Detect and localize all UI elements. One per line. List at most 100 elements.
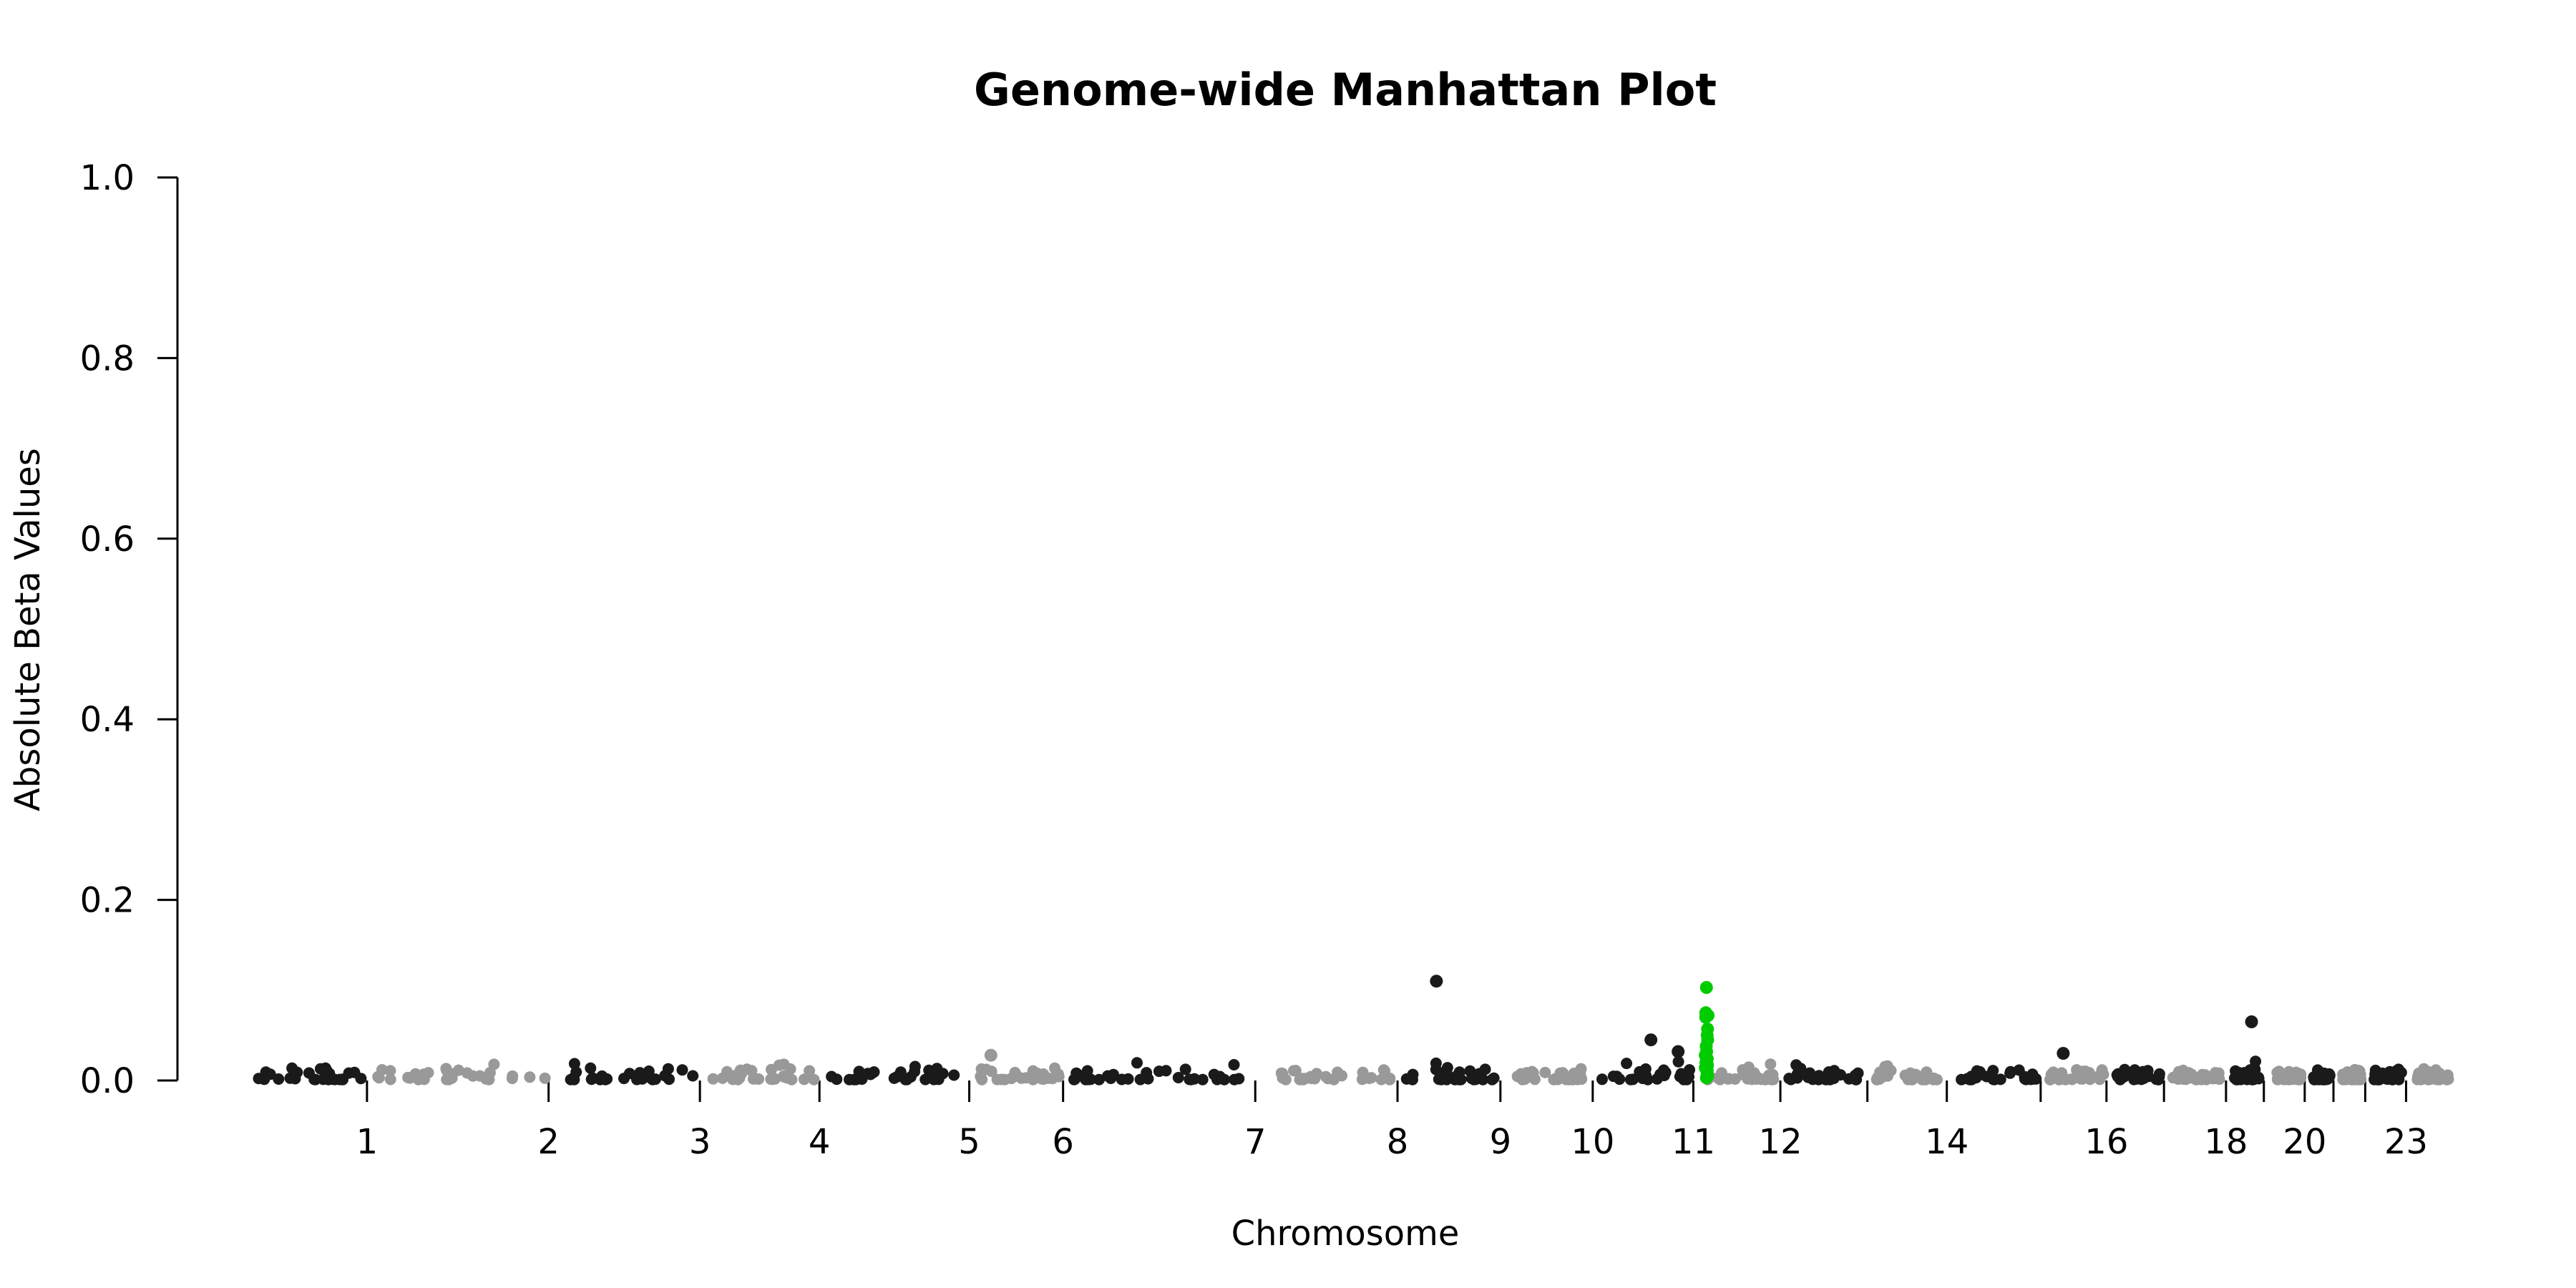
snp-point (1659, 1066, 1672, 1078)
snp-point (798, 1073, 810, 1085)
snp-point (773, 1059, 785, 1071)
y-tick-label: 1.0 (80, 158, 135, 198)
snp-point (1785, 1073, 1797, 1085)
outlier-point (1672, 1045, 1685, 1058)
snp-point (1875, 1071, 1888, 1083)
x-tick-label: 9 (1490, 1122, 1512, 1162)
snp-point (1683, 1070, 1695, 1083)
snp-point (585, 1073, 597, 1085)
snp-point (848, 1073, 860, 1085)
snp-point (1899, 1069, 1911, 1081)
snp-point (975, 1070, 987, 1083)
snp-point (804, 1065, 816, 1077)
snp-point (409, 1068, 421, 1080)
snp-point (1607, 1070, 1619, 1083)
snp-point (650, 1073, 661, 1085)
snp-point (384, 1073, 396, 1085)
y-tick-label: 0.2 (80, 881, 135, 921)
snp-point (507, 1070, 519, 1082)
snp-point (568, 1073, 580, 1085)
snp-point (784, 1063, 796, 1075)
x-tick-label: 5 (958, 1122, 980, 1162)
snp-point (323, 1073, 335, 1085)
y-tick-label: 0.0 (80, 1061, 135, 1101)
highlight-point (1699, 1010, 1712, 1024)
snp-point (1279, 1073, 1292, 1085)
snp-point (2044, 1073, 2056, 1085)
snp-point (1379, 1065, 1391, 1077)
snp-point (1228, 1059, 1240, 1070)
snp-point (985, 1065, 997, 1078)
snp-point (1850, 1073, 1862, 1085)
snp-point (1375, 1073, 1387, 1085)
snp-point (1793, 1065, 1805, 1077)
snp-point (2075, 1066, 2087, 1078)
snp-point (2290, 1066, 2302, 1078)
snp-point (769, 1073, 781, 1085)
snp-point (467, 1070, 479, 1082)
snp-point (568, 1058, 580, 1070)
x-tick-label: 4 (809, 1122, 831, 1162)
snp-point (286, 1062, 298, 1074)
snp-point (488, 1058, 500, 1070)
snp-point (1407, 1068, 1419, 1080)
snp-point (999, 1073, 1011, 1085)
y-axis-label: Absolute Beta Values (8, 448, 48, 811)
snp-point (1049, 1062, 1060, 1074)
snp-point (1068, 1073, 1080, 1085)
snp-point (659, 1070, 671, 1082)
x-tick-label: 11 (1672, 1122, 1715, 1162)
snp-point (676, 1064, 688, 1076)
snp-point (868, 1066, 880, 1078)
snp-point (1805, 1071, 1818, 1083)
snp-point (2248, 1062, 2260, 1074)
snp-point (1122, 1073, 1134, 1085)
snp-point (721, 1065, 733, 1078)
snp-point (1621, 1058, 1633, 1070)
x-axis-label: Chromosome (1231, 1214, 1460, 1254)
outlier-point (1644, 1033, 1658, 1047)
snp-point (1672, 1055, 1684, 1068)
snp-point (1752, 1071, 1764, 1083)
snp-point (2137, 1065, 2149, 1078)
snp-point (1479, 1063, 1491, 1075)
snp-point (355, 1073, 367, 1085)
snp-point (1651, 1073, 1663, 1085)
snp-point (1464, 1065, 1476, 1077)
snp-point (1881, 1060, 1893, 1072)
snp-point (909, 1060, 921, 1073)
snp-point (1987, 1073, 1999, 1085)
snp-point (1560, 1073, 1572, 1085)
snp-point (1356, 1073, 1368, 1085)
x-tick-label: 2 (537, 1122, 560, 1162)
x-tick-label: 7 (1244, 1122, 1267, 1162)
snp-point (2416, 1067, 2429, 1079)
snp-point (1823, 1072, 1835, 1083)
highlight-point (1699, 1071, 1713, 1085)
snp-point (2056, 1067, 2068, 1079)
snp-point (1441, 1062, 1453, 1074)
snp-point (1971, 1065, 1983, 1077)
snp-point (2004, 1067, 2016, 1079)
x-tick-label: 1 (356, 1122, 379, 1162)
snp-point (1027, 1072, 1039, 1084)
snp-point (2210, 1067, 2221, 1079)
snp-point (1211, 1073, 1223, 1085)
snp-point (273, 1073, 285, 1085)
snp-point (901, 1073, 913, 1085)
snp-point (1477, 1073, 1489, 1085)
snp-point (857, 1068, 869, 1080)
snp-point (258, 1073, 270, 1085)
snp-point (1108, 1068, 1119, 1080)
outlier-point (2245, 1015, 2258, 1028)
snp-point (2376, 1067, 2389, 1079)
y-axis: 0.0 0.2 0.4 0.6 0.8 1.0 (80, 158, 179, 1101)
snp-point (336, 1073, 348, 1085)
y-tick-label: 0.4 (80, 700, 135, 740)
snp-point (1309, 1073, 1321, 1085)
x-axis: 1 2 3 4 5 6 7 8 9 10 11 12 14 16 18 20 23 (356, 1080, 2428, 1162)
snp-point (1189, 1073, 1201, 1085)
x-tick-label: 18 (2204, 1122, 2248, 1162)
snp-point (1288, 1065, 1299, 1077)
outlier-point (984, 1048, 997, 1062)
